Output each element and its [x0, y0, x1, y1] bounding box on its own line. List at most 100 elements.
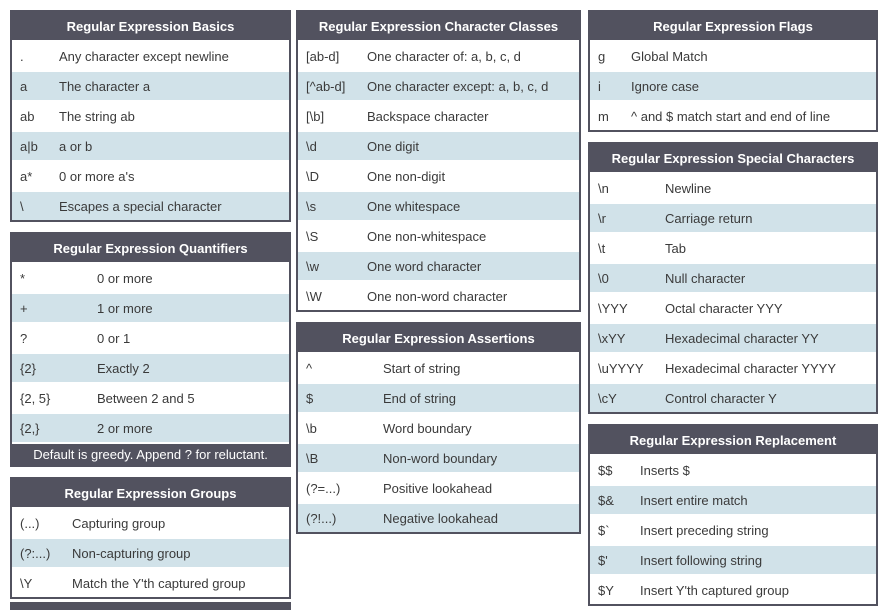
groups-table: Regular Expression Groups (...) Capturing…	[10, 477, 291, 599]
table-row: $` Insert preceding string	[590, 514, 876, 544]
pattern-cell: \n	[598, 180, 609, 196]
description-cell: Escapes a special character	[59, 198, 222, 214]
description-cell: Octal character YYY	[665, 300, 783, 316]
description-cell: Word boundary	[383, 420, 472, 436]
description-cell: The string ab	[59, 108, 135, 124]
description-cell: 2 or more	[97, 420, 153, 436]
table-row: $' Insert following string	[590, 544, 876, 574]
description-cell: Non-word boundary	[383, 450, 498, 466]
table-row: $Y Insert Y'th captured group	[590, 574, 876, 604]
table-row: (?!...) Negative lookahead	[298, 502, 579, 532]
description-cell: ^ and $ match start and end of line	[631, 108, 831, 124]
table-row: [ab-d] One character of: a, b, c, d	[298, 40, 579, 70]
pattern-cell: \w	[306, 258, 319, 274]
description-cell: Between 2 and 5	[97, 390, 195, 406]
pattern-cell: ^	[306, 360, 313, 376]
basics-table: Regular Expression Basics . Any character…	[10, 10, 291, 222]
pattern-cell: $Y	[598, 582, 614, 598]
description-cell: Hexadecimal character YY	[665, 330, 819, 346]
table-row: \n Newline	[590, 172, 876, 202]
table-row: * 0 or more	[12, 262, 289, 292]
description-cell: Any character except newline	[59, 48, 229, 64]
table-row: g Global Match	[590, 40, 876, 70]
character-classes-table-title: Regular Expression Character Classes	[298, 12, 579, 40]
table-row: \W One non-word character	[298, 280, 579, 310]
replacement-table: Regular Expression Replacement $$ Inserts…	[588, 424, 878, 606]
table-row: \b Word boundary	[298, 412, 579, 442]
pattern-cell: {2}	[20, 360, 36, 376]
description-cell: Insert following string	[640, 552, 763, 568]
description-cell: One character of: a, b, c, d	[367, 48, 521, 64]
cutoff-table-header-bar	[10, 602, 291, 610]
description-cell: Non-capturing group	[72, 545, 191, 561]
pattern-cell: ab	[20, 108, 35, 124]
table-row: [^ab-d] One character except: a, b, c, d	[298, 70, 579, 100]
table-row: \w One word character	[298, 250, 579, 280]
description-cell: 0 or 1	[97, 330, 131, 346]
table-row: ab The string ab	[12, 100, 289, 130]
quantifiers-footer-note: Default is greedy. Append ? for reluctan…	[12, 442, 289, 465]
special-characters-table: Regular Expression Special Characters \n…	[588, 142, 878, 414]
groups-table-title: Regular Expression Groups	[12, 479, 289, 507]
pattern-cell: .	[20, 48, 24, 64]
description-cell: 0 or more	[97, 270, 153, 286]
flags-table-rows: g Global Match i Ignore case m ^ and $ match …	[590, 40, 876, 130]
assertions-table: Regular Expression Assertions ^ Start of …	[296, 322, 581, 534]
table-row: $ End of string	[298, 382, 579, 412]
pattern-cell: \t	[598, 240, 606, 256]
right-column: Regular Expression Flags g Global Match i I…	[588, 10, 878, 616]
table-row: \s One whitespace	[298, 190, 579, 220]
pattern-cell: [^ab-d]	[306, 78, 346, 94]
table-row: i Ignore case	[590, 70, 876, 100]
pattern-cell: $	[306, 390, 314, 406]
flags-table-title: Regular Expression Flags	[590, 12, 876, 40]
description-cell: Insert preceding string	[640, 522, 769, 538]
pattern-cell: (?!...)	[306, 510, 337, 526]
pattern-cell: (?:...)	[20, 545, 51, 561]
pattern-cell: \r	[598, 210, 606, 226]
description-cell: One non-whitespace	[367, 228, 487, 244]
special-characters-table-rows: \n Newline \r Carriage return \t Tab \0 Null ch…	[590, 172, 876, 412]
description-cell: One non-word character	[367, 288, 508, 304]
description-cell: One digit	[367, 138, 420, 154]
description-cell: Capturing group	[72, 515, 166, 531]
table-row: \uYYYY Hexadecimal character YYYY	[590, 352, 876, 382]
table-row: +1 or more	[12, 292, 289, 322]
table-row: {2,} 2 or more	[12, 412, 289, 442]
table-row: \B Non-word boundary	[298, 442, 579, 472]
pattern-cell: \W	[306, 288, 322, 304]
assertions-table-title: Regular Expression Assertions	[298, 324, 579, 352]
basics-table-rows: . Any character except newline a The charac…	[12, 40, 289, 220]
pattern-cell: \xYY	[598, 330, 626, 346]
description-cell: Control character Y	[665, 390, 777, 406]
description-cell: Exactly 2	[97, 360, 150, 376]
description-cell: Global Match	[631, 48, 708, 64]
table-row: (?=...) Positive lookahead	[298, 472, 579, 502]
description-cell: One non-digit	[367, 168, 446, 184]
description-cell: a or b	[59, 138, 93, 154]
pattern-cell: +	[20, 300, 28, 316]
pattern-cell: {2, 5}	[20, 390, 51, 406]
pattern-cell: \uYYYY	[598, 360, 644, 376]
table-row: \0 Null character	[590, 262, 876, 292]
left-column: Regular Expression Basics . Any character…	[10, 10, 291, 616]
pattern-cell: \cY	[598, 390, 617, 406]
table-row: a The character a	[12, 70, 289, 100]
pattern-cell: *	[20, 270, 26, 286]
pattern-cell: a*	[20, 168, 33, 184]
pattern-cell: [\b]	[306, 108, 325, 124]
replacement-table-rows: $$ Inserts $ $& Insert entire match $` Insert…	[590, 454, 876, 604]
quantifiers-table-rows: * 0 or more +1 or more? 0 or 1 {2} Exactly 2 {…	[12, 262, 289, 442]
description-cell: Negative lookahead	[383, 510, 498, 526]
pattern-cell: ?	[20, 330, 28, 346]
pattern-cell: $&	[598, 492, 614, 508]
pattern-cell: \B	[306, 450, 319, 466]
pattern-cell: \d	[306, 138, 317, 154]
description-cell: 1 or more	[97, 300, 153, 316]
table-row: \xYY Hexadecimal character YY	[590, 322, 876, 352]
pattern-cell: \S	[306, 228, 319, 244]
pattern-cell: (?=...)	[306, 480, 341, 496]
description-cell: End of string	[383, 390, 456, 406]
pattern-cell: \	[20, 198, 24, 214]
description-cell: Carriage return	[665, 210, 753, 226]
